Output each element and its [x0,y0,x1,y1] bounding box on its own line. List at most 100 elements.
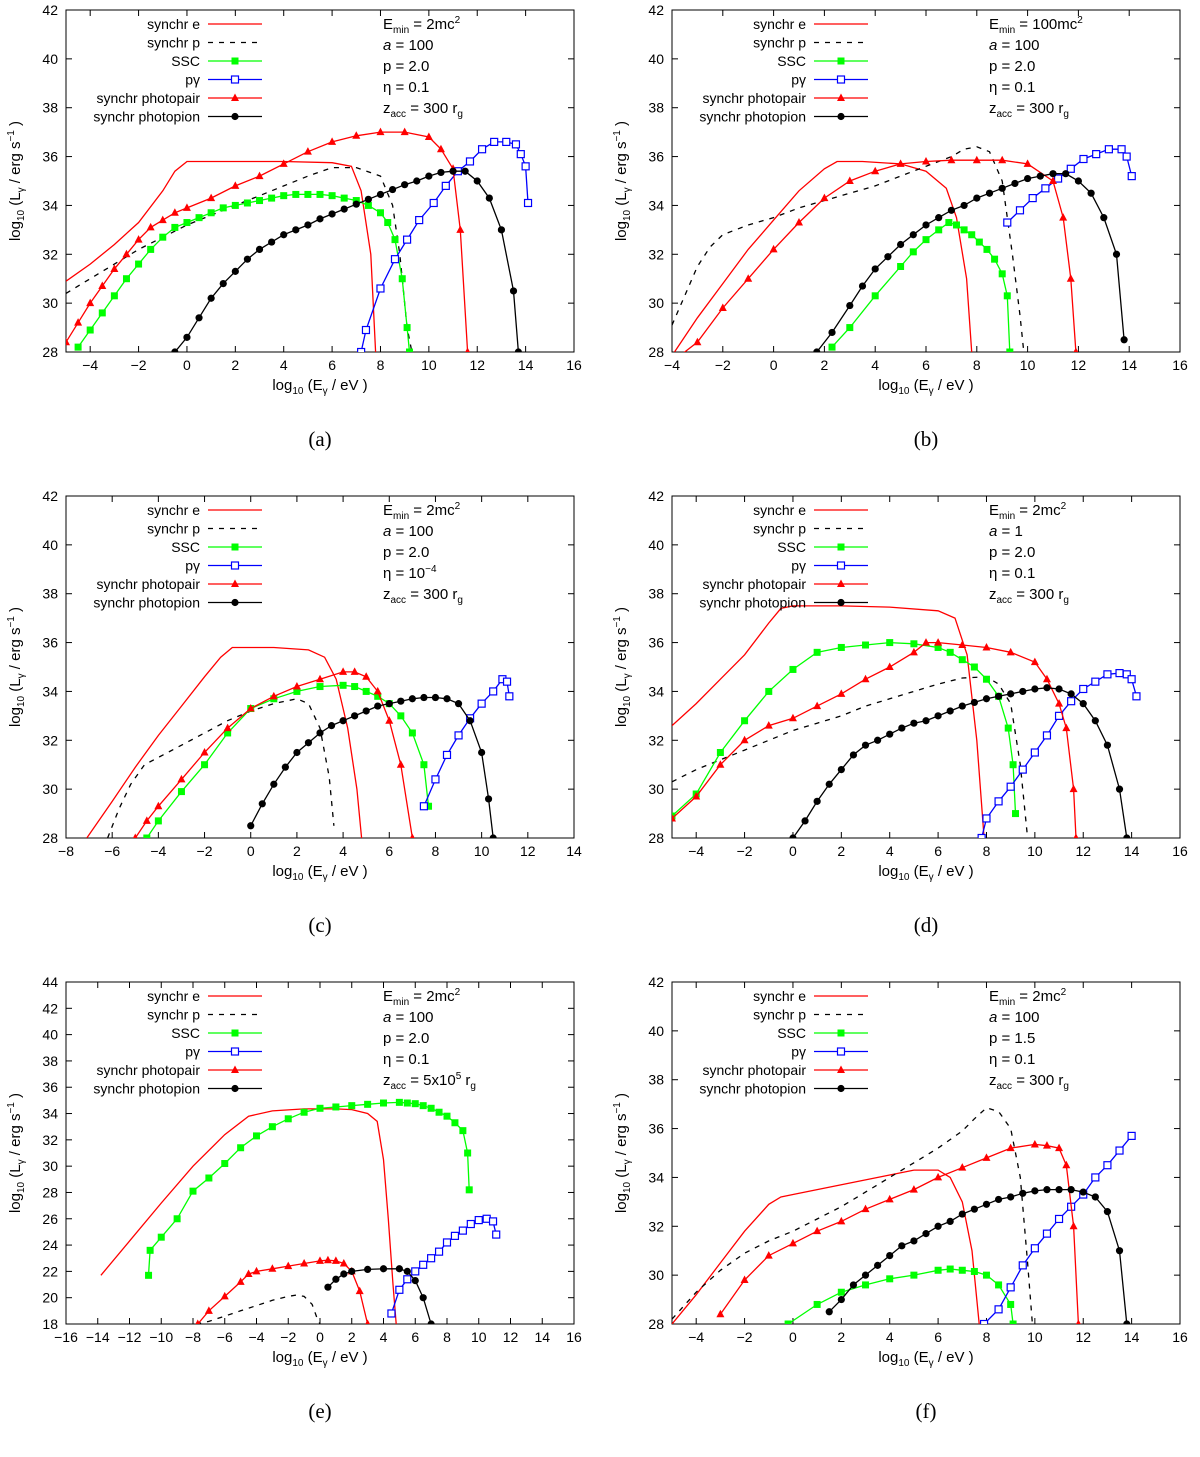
photopion-point [1091,717,1099,725]
y-axis-label: log10 (Lγ / erg s−1 ) [612,121,633,241]
pgamma-point [1104,145,1113,154]
series-synchr_e [672,605,985,838]
photopair-point [122,249,131,258]
legend-label-synchr_e: synchr e [147,502,200,518]
photopair-point [1030,657,1039,666]
photopair-point [385,716,394,724]
ssc-point [420,761,428,769]
photopair-point [195,1319,201,1324]
photopion-point [994,692,1003,700]
x-tick-label: 6 [934,843,942,859]
legend-label-photopion: synchr photopion [93,1081,200,1097]
photopion-point [403,1267,411,1275]
legend-label-pgamma: pγ [185,1044,200,1060]
series-photopair [132,667,415,838]
photopion-point [934,1222,942,1230]
y-tick-label: 32 [648,732,664,748]
photopair-point [352,131,361,139]
param-line-1: a = 100 [383,523,433,540]
pgamma-point [1103,1161,1112,1170]
photopair-point [244,1269,253,1278]
pgamma-point [465,157,475,166]
ssc-point [110,292,118,300]
series-pgamma [357,137,533,352]
x-tick-label: 4 [280,357,288,373]
x-tick-label: −2 [197,843,213,859]
x-tick-label: 12 [1071,357,1087,373]
pgamma-point [1066,164,1075,173]
photopion-point [408,695,416,703]
photopair-point [362,672,371,680]
photopair-point [837,1216,846,1225]
synchr_e-line [672,1169,980,1324]
photopion-point [825,780,833,788]
photopair-point [740,735,749,744]
ssc-point [741,717,749,725]
legend-marker-pgamma [836,1047,846,1056]
x-tick-label: 14 [518,357,534,373]
param-line-1: a = 100 [989,1009,1039,1026]
y-tick-label: 40 [648,51,664,67]
legend-marker-pgamma [230,561,240,570]
photopion-point [1055,1186,1063,1194]
x-tick-label: 2 [231,357,239,373]
photopair-point [376,127,385,136]
photopair-point [972,155,981,164]
photopion-point [207,294,215,302]
x-tick-label: 16 [566,1329,582,1345]
ssc-point [837,643,845,651]
ssc-point [837,1288,845,1296]
ssc-point [672,812,676,820]
ssc-point [1009,1320,1017,1324]
ssc-point [427,1104,435,1112]
chart-a: −4 −2 0 2 4 6 8 10 12 14 16 28 30 32 34 36 38 40 42 log10 (… [6,2,582,451]
photopair-point [268,1264,277,1272]
x-tick-label: 6 [922,357,930,373]
ssc-point [205,1174,213,1182]
x-tick-label: 4 [886,1329,894,1345]
pgamma-point [387,1309,396,1318]
legend-label-synchr_e: synchr e [753,502,806,518]
legend-label-photopair: synchr photopair [702,90,806,106]
photopair-point [303,147,312,155]
photopair-point [788,1238,797,1247]
legend-marker-photopion [837,598,845,607]
photopair-point [207,193,216,202]
ssc-point [813,648,821,656]
x-tick-label: 8 [983,843,991,859]
pgamma-point [1079,154,1088,164]
pgamma-point [357,347,366,352]
ssc-point [443,1112,451,1120]
ssc-point [871,292,879,300]
y-axis-label: log10 (Lγ / erg s−1 ) [6,121,27,241]
photopair-point [1049,176,1057,184]
x-tick-label: 12 [1075,843,1091,859]
photopair-point [279,159,288,167]
ssc-point [268,1123,276,1131]
pgamma-point [458,1226,467,1235]
photopair-point [182,203,191,211]
y-tick-label: 40 [648,1023,664,1039]
legend: synchr e synchr p SSC pγ synchr photopair syn… [699,16,868,125]
ssc-point [910,1271,918,1279]
ssc-point [74,343,82,351]
pgamma-point [419,802,429,811]
ssc-point [975,238,983,246]
photopion-point [395,1265,403,1273]
ssc-line [672,641,1017,817]
ssc-point [935,226,943,234]
ssc-point [403,1099,411,1107]
photopair-point [1055,1143,1064,1152]
y-tick-label: 38 [42,586,58,602]
ssc-point [224,729,232,737]
plot-frame [671,981,1181,1325]
legend-label-photopion: synchr photopion [93,595,200,611]
photopair-point [958,1163,967,1171]
legend-label-synchr_p: synchr p [753,35,806,51]
photopion-point [420,693,428,702]
pgamma-point [516,150,525,159]
ssc-point [846,324,854,332]
photopion-point [1100,214,1108,222]
ssc-point [946,648,954,656]
ssc-point [934,643,942,651]
